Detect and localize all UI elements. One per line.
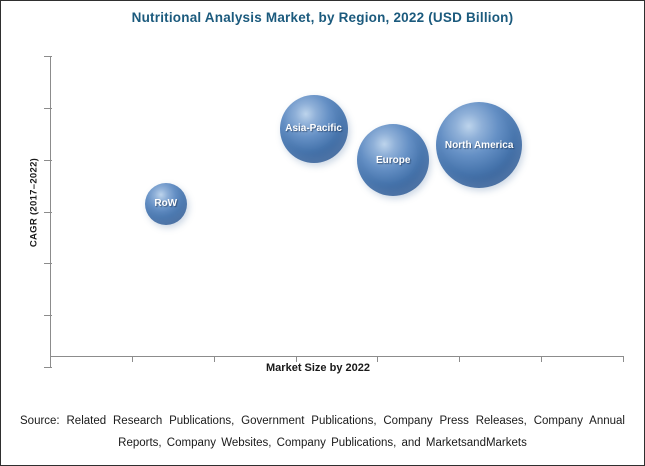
x-axis-label: Market Size by 2022: [266, 362, 370, 374]
chart-title: Nutritional Analysis Market, by Region, …: [131, 10, 514, 25]
y-axis-tick: [44, 263, 52, 265]
x-axis-tick: [623, 357, 624, 362]
source-line-2: Reports, Company Websites, Company Publi…: [118, 437, 527, 449]
y-axis-tick: [44, 159, 52, 161]
x-axis-tick: [541, 357, 543, 362]
bubble-europe: Europe: [357, 124, 430, 197]
x-axis-tick: [50, 357, 51, 362]
bubble-label: Asia-Pacific: [285, 123, 342, 135]
bubble-label: North America: [444, 139, 514, 151]
source-attribution: Source: Related Research Publications, G…: [20, 410, 625, 454]
x-axis-tick: [377, 357, 379, 362]
bubble-north-america: North America: [436, 102, 523, 189]
y-axis-label: CAGR (2017–2022): [28, 157, 40, 248]
x-axis-tick: [213, 357, 215, 362]
x-axis-tick: [131, 357, 133, 362]
y-axis-tick: [44, 56, 52, 57]
bubble-label: Europe: [375, 154, 411, 166]
x-axis-line: [50, 356, 624, 357]
bubble-label: RoW: [154, 198, 178, 210]
y-axis-tick: [44, 315, 52, 317]
bubble-row: RoW: [144, 182, 187, 225]
y-axis-tick: [44, 367, 52, 368]
source-line-1: Source: Related Research Publications, G…: [20, 415, 625, 427]
y-axis-tick: [44, 211, 52, 213]
x-axis-tick: [295, 357, 297, 362]
x-axis-tick: [459, 357, 461, 362]
y-axis-tick: [44, 107, 52, 109]
bubble-asia-pacific: Asia-Pacific: [279, 94, 348, 163]
